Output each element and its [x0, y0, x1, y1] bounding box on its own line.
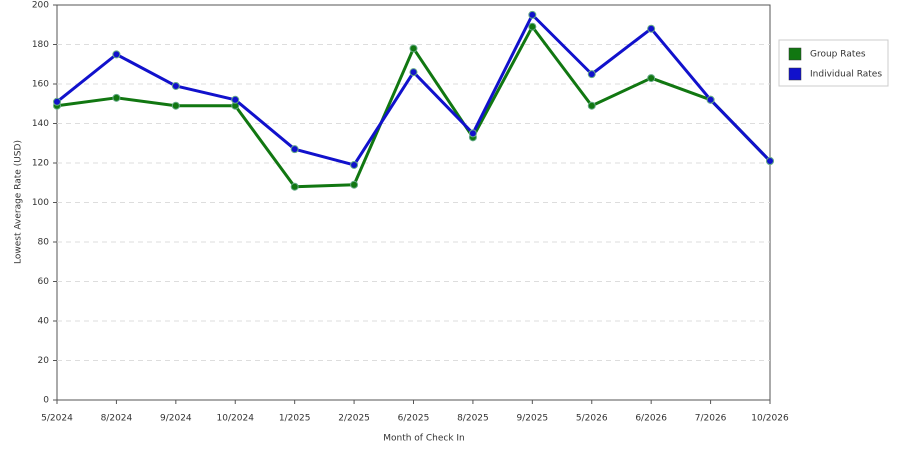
- data-point: [350, 160, 359, 169]
- x-tick-label: 9/2024: [160, 414, 192, 424]
- series-line: [56, 13, 772, 167]
- y-tick-label: 40: [38, 317, 50, 327]
- x-tick-label: 8/2024: [101, 414, 133, 424]
- data-point: [171, 101, 180, 110]
- x-tick-label: 7/2026: [695, 414, 727, 424]
- data-point: [112, 93, 121, 102]
- x-tick-label: 6/2025: [398, 414, 430, 424]
- x-tick-label: 5/2026: [576, 414, 608, 424]
- y-tick-label: 20: [38, 356, 50, 366]
- data-point: [171, 81, 180, 90]
- data-point: [587, 101, 596, 110]
- x-tick-label: 6/2026: [635, 414, 667, 424]
- y-tick-label: 160: [32, 80, 49, 90]
- data-point: [290, 145, 299, 154]
- data-point: [647, 74, 656, 83]
- data-point: [409, 68, 418, 77]
- x-axis-label: Month of Check In: [383, 434, 465, 444]
- y-tick-label: 180: [32, 40, 49, 50]
- legend-swatch: [788, 47, 802, 61]
- y-tick-label: 100: [32, 198, 49, 208]
- data-point: [290, 182, 299, 191]
- data-point: [528, 22, 537, 31]
- data-point: [587, 70, 596, 79]
- data-point: [112, 50, 121, 59]
- data-point: [706, 95, 715, 104]
- data-point: [528, 10, 537, 19]
- legend-label: Individual Rates: [810, 70, 882, 80]
- data-point: [766, 157, 774, 166]
- y-tick-label: 140: [32, 119, 49, 129]
- x-tick-label: 9/2025: [516, 414, 548, 424]
- legend-swatch: [788, 67, 802, 81]
- y-tick-label: 80: [38, 238, 50, 248]
- y-tick-label: 60: [38, 277, 50, 287]
- x-tick-label: 5/2024: [41, 414, 73, 424]
- x-tick-label: 10/2026: [751, 414, 789, 424]
- data-point: [647, 24, 656, 33]
- legend-label: Group Rates: [810, 50, 866, 60]
- data-point: [53, 97, 61, 106]
- x-tick-label: 1/2025: [279, 414, 311, 424]
- data-point: [231, 95, 240, 104]
- x-tick-label: 2/2025: [338, 414, 370, 424]
- y-tick-label: 200: [32, 1, 49, 11]
- x-tick-label: 8/2025: [457, 414, 489, 424]
- data-point: [468, 129, 477, 138]
- x-tick-label: 10/2024: [217, 414, 255, 424]
- y-tick-label: 0: [43, 396, 49, 406]
- data-point: [409, 44, 418, 53]
- y-axis-label: Lowest Average Rate (USD): [14, 140, 24, 264]
- data-point: [350, 180, 359, 189]
- y-tick-label: 120: [32, 159, 49, 169]
